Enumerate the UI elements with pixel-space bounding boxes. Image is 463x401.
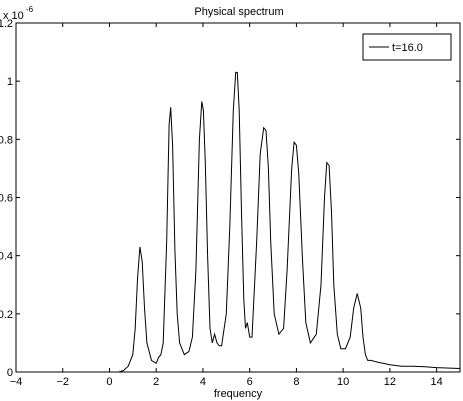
y-tick-label: 0.6 [0, 193, 13, 205]
y-exponent-base: x 10 [3, 10, 24, 22]
legend: t=16.0 [362, 33, 452, 61]
x-tick-label: 0 [106, 376, 112, 388]
x-tick-label: −2 [56, 376, 69, 388]
y-tick-label: 0.4 [0, 251, 13, 263]
x-tick-label: 6 [247, 376, 253, 388]
x-axis-label: frequency [214, 388, 263, 400]
x-axis-ticks: −4 −2 0 2 4 6 8 10 12 14 [10, 23, 443, 388]
y-axis-ticks: 0 0.2 0.4 0.6 0.8 1 1.2 [0, 18, 460, 379]
y-exponent-power: -6 [26, 5, 34, 14]
x-tick-label: 10 [337, 376, 349, 388]
x-tick-label: 2 [153, 376, 159, 388]
x-tick-label: 14 [431, 376, 443, 388]
x-tick-label: −4 [10, 376, 23, 388]
x-tick-label: 4 [200, 376, 206, 388]
y-tick-label: 1 [7, 76, 13, 88]
legend-label: t=16.0 [392, 42, 423, 54]
y-tick-label: 0.8 [0, 134, 13, 146]
x-tick-label: 12 [384, 376, 396, 388]
plot-frame [15, 22, 461, 373]
y-tick-label: 0 [7, 367, 13, 379]
x-tick-label: 8 [293, 376, 299, 388]
y-tick-label: 0.2 [0, 309, 13, 321]
series-line-t16 [16, 71, 461, 373]
chart-title: Physical spectrum [194, 6, 283, 18]
y-tick-label: 1.2 [0, 18, 13, 30]
